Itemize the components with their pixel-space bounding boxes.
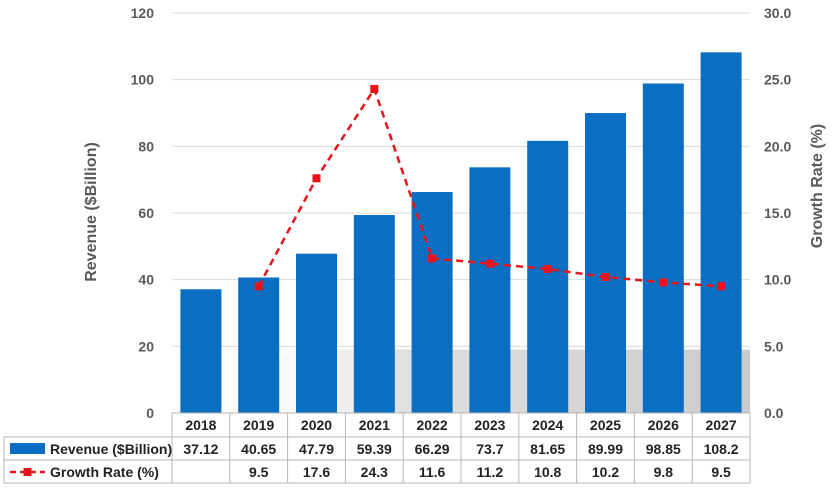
growth-value-label: 9.5 xyxy=(711,464,731,480)
legend-label-growth: Growth Rate (%) xyxy=(50,464,159,480)
right-axis-title: Growth Rate (%) xyxy=(809,124,826,248)
right-y-axis: 0.0 5.0 10.0 15.0 20.0 25.0 30.0 xyxy=(764,5,791,421)
right-tick-label: 15.0 xyxy=(764,205,791,221)
left-tick-label: 0 xyxy=(146,405,154,421)
growth-value-label: 10.8 xyxy=(534,464,561,480)
left-tick-label: 20 xyxy=(138,338,154,354)
growth-value-label: 17.6 xyxy=(303,464,330,480)
growth-rate-path xyxy=(257,86,722,288)
category-label: 2022 xyxy=(417,417,448,433)
category-label: 2027 xyxy=(706,417,737,433)
revenue-value-label: 37.12 xyxy=(183,441,218,457)
revenue-bar-2023 xyxy=(469,167,511,413)
growth-point-2022 xyxy=(428,254,437,263)
data-table: 2018 37.12 2019 40.65 9.5 2020 47.79 17.6 2021 59… xyxy=(3,412,751,484)
growth-value-label: 24.3 xyxy=(361,464,388,480)
growth-value-label: 9.5 xyxy=(249,464,269,480)
category-label: 2024 xyxy=(532,417,563,433)
revenue-value-label: 81.65 xyxy=(530,441,565,457)
growth-point-2024 xyxy=(543,265,552,273)
growth-value-label: 11.6 xyxy=(419,464,446,480)
growth-rate-line xyxy=(254,85,726,291)
revenue-bar-2020 xyxy=(296,253,337,413)
category-label: 2025 xyxy=(590,417,621,433)
left-y-axis: 0 20 40 60 80 100 120 xyxy=(131,5,155,421)
revenue-bar-2021 xyxy=(353,215,395,413)
growth-value-label: 9.8 xyxy=(654,464,674,480)
revenue-bar-2025 xyxy=(585,113,626,414)
growth-point-2025 xyxy=(601,273,610,281)
legend-key-growth-marker xyxy=(23,468,32,476)
revenue-bar-2027 xyxy=(700,52,742,413)
revenue-value-label: 47.79 xyxy=(299,441,334,457)
growth-value-label: 11.2 xyxy=(477,464,504,480)
growth-point-2019 xyxy=(254,282,263,291)
right-tick-label: 20.0 xyxy=(764,138,791,154)
revenue-bar-2024 xyxy=(527,140,569,414)
right-tick-label: 30.0 xyxy=(764,5,791,21)
right-tick-label: 10.0 xyxy=(764,272,791,288)
right-tick-label: 0.0 xyxy=(764,405,784,421)
category-label: 2026 xyxy=(648,417,679,433)
revenue-value-label: 66.29 xyxy=(415,441,450,457)
revenue-value-label: 59.39 xyxy=(357,441,392,457)
category-label: 2021 xyxy=(359,417,390,433)
category-label: 2019 xyxy=(243,417,274,433)
revenue-bar-2026 xyxy=(642,83,684,413)
category-label: 2020 xyxy=(301,417,332,433)
category-label: 2018 xyxy=(185,417,216,433)
revenue-value-label: 40.65 xyxy=(241,441,276,457)
legend-key-revenue xyxy=(10,443,45,454)
growth-point-2021 xyxy=(370,85,379,93)
right-tick-label: 25.0 xyxy=(764,72,791,88)
growth-point-2023 xyxy=(485,259,494,268)
category-label: 2023 xyxy=(474,417,505,433)
revenue-bar-2022 xyxy=(411,192,453,413)
revenue-value-label: 108.2 xyxy=(704,441,739,457)
revenue-value-label: 73.7 xyxy=(476,441,503,457)
growth-point-2027 xyxy=(717,282,726,291)
left-tick-label: 60 xyxy=(138,205,154,221)
left-tick-label: 80 xyxy=(138,138,154,154)
right-tick-label: 5.0 xyxy=(764,338,784,354)
growth-point-2026 xyxy=(659,278,668,287)
revenue-value-label: 89.99 xyxy=(588,441,623,457)
revenue-value-label: 98.85 xyxy=(646,441,681,457)
growth-value-label: 10.2 xyxy=(592,464,619,480)
legend-label-revenue: Revenue ($Billion) xyxy=(50,441,172,457)
revenue-bar-2019 xyxy=(238,277,280,413)
left-tick-label: 40 xyxy=(138,272,154,288)
growth-point-2020 xyxy=(312,174,321,183)
revenue-bars xyxy=(180,52,742,414)
left-axis-title: Revenue ($Billion) xyxy=(83,142,100,282)
left-tick-label: 100 xyxy=(131,72,155,88)
revenue-bar-2018 xyxy=(180,289,222,413)
left-tick-label: 120 xyxy=(131,5,155,21)
